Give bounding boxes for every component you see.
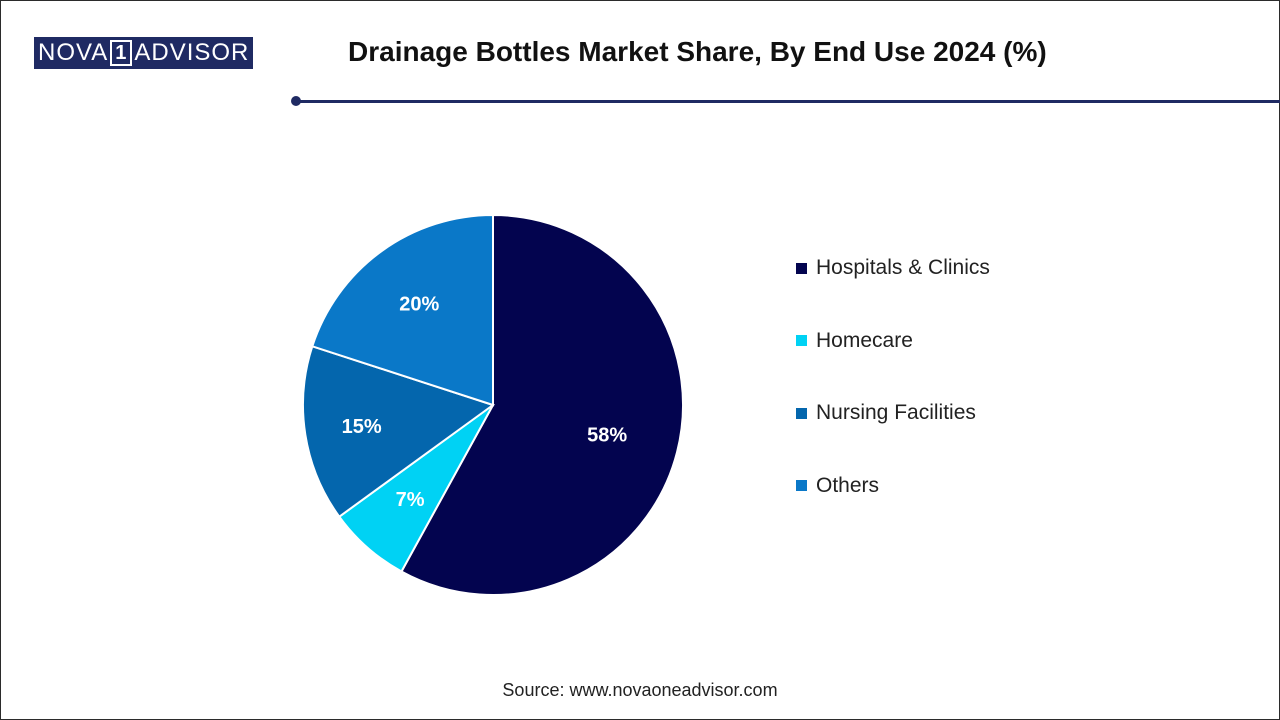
legend-label: Nursing Facilities (816, 401, 976, 424)
legend-swatch (796, 407, 807, 419)
logo-text-left: NOVA (38, 39, 109, 66)
chart-title: Drainage Bottles Market Share, By End Us… (348, 36, 1047, 67)
pie-data-label: 7% (396, 489, 425, 511)
pie-data-label: 20% (399, 294, 439, 316)
brand-logo: NOVA 1 ADVISOR (34, 37, 254, 69)
title-rule (298, 100, 1280, 103)
legend-swatch (796, 335, 807, 346)
pie-slice-nursing-facilities (302, 345, 496, 519)
legend-item: Homecare (796, 325, 990, 357)
source-note: Source: www.novaoneadvisor.com (502, 680, 778, 700)
legend-item: Hospitals & Clinics (796, 252, 990, 284)
legend-swatch (796, 262, 807, 274)
pie-slice-hospitals-clinics (400, 213, 684, 596)
logo-text-middle: 1 (110, 40, 133, 66)
logo-text-right: ADVISOR (134, 39, 250, 66)
legend-item: Nursing Facilities (796, 397, 990, 429)
legend-label: Hospitals & Clinics (816, 256, 990, 279)
chart-legend: Hospitals & Clinics Homecare Nursing Facil… (796, 252, 990, 542)
legend-label: Homecare (816, 328, 913, 352)
title-rule-dot (291, 96, 301, 106)
pie-slice-others (311, 213, 494, 407)
legend-swatch (796, 480, 807, 491)
legend-label: Others (816, 473, 880, 497)
legend-item: Others (796, 470, 990, 502)
pie-data-label: 15% (342, 416, 382, 438)
pie-data-label: 58% (587, 424, 627, 446)
